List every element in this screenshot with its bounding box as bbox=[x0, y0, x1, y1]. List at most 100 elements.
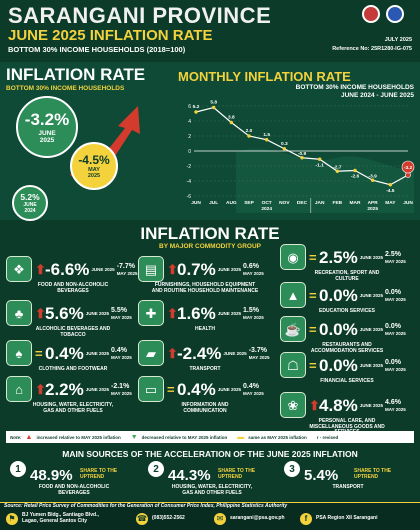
commodity-row: ◉ = 2.5% JUNE 2025 2.5% MAY 2025 bbox=[280, 244, 414, 270]
equal-icon: = bbox=[309, 287, 317, 303]
shirt-icon: ♠ bbox=[6, 340, 32, 366]
june-label: JUNE 2025 bbox=[359, 362, 384, 368]
june-label: JUNE 2025 bbox=[359, 254, 384, 260]
may-block: 0.0% MAY 2025 bbox=[383, 289, 406, 302]
equal-icon: = bbox=[309, 249, 317, 265]
data-label: -2.6 bbox=[351, 174, 360, 180]
month-tag: JUNE 2025 bbox=[84, 351, 109, 356]
data-point bbox=[211, 105, 216, 110]
commodity-cell: ♠ = 0.4% JUNE 2025 0.4% MAY 2025 CLOTHING AND … bbox=[6, 340, 140, 380]
data-point bbox=[229, 120, 234, 125]
up-arrow-icon: ⬆ bbox=[167, 261, 178, 277]
may-value: 0.0% bbox=[385, 288, 401, 296]
rank-badge: 2 bbox=[148, 461, 164, 477]
data-label: -4.5 bbox=[386, 188, 395, 194]
source-item: 3 5.4% SHARE TO THE UPTREND TRANSPORT bbox=[284, 461, 414, 501]
commodity-row: ❖ ⬆ -6.6% JUNE 2025 -7.7% MAY 2025 bbox=[6, 256, 140, 282]
june-label: JUNE 2025 bbox=[223, 350, 247, 356]
data-point bbox=[194, 110, 198, 114]
share-label-line2: UPTREND bbox=[354, 474, 379, 480]
may-label: MAY 2025 bbox=[116, 270, 138, 276]
data-label: -0.9 bbox=[298, 151, 307, 157]
may-block: 0.0% MAY 2025 bbox=[383, 323, 406, 336]
commodity-name-line: HEALTH bbox=[195, 326, 215, 332]
share-label-line1: SHARE TO THE bbox=[354, 468, 392, 474]
legend-down-arrow-icon: ▼ bbox=[130, 433, 138, 441]
commodity-cell: ☕ = 0.0% JUNE 2025 0.0% MAY 2025 RESTAURANTS A… bbox=[280, 316, 414, 356]
june-2024-value: 5.2% bbox=[20, 192, 40, 202]
commodity-row: ▲ = 0.0% JUNE 2025 0.0% MAY 2025 bbox=[280, 282, 414, 308]
june-2024-year: 2024 bbox=[24, 208, 36, 214]
report-subtitle: BOTTOM 30% INCOME HOUSEHOLDS (2018=100) bbox=[8, 45, 186, 54]
x-tick-label: OCT bbox=[262, 200, 272, 206]
commodity-name: TRANSPORT bbox=[138, 366, 272, 373]
june-value: 0.7% bbox=[177, 259, 216, 279]
june-label: JUNE 2025 bbox=[217, 386, 242, 392]
x-tick-label: NOV bbox=[279, 200, 290, 206]
commodity-name: HOUSING, WATER, ELECTRICITY, GAS AND OTHE… bbox=[6, 402, 140, 414]
footer-facebook[interactable]: PSA Region XII Sarangani bbox=[316, 515, 378, 521]
june-value: -6.6% bbox=[45, 259, 90, 279]
x-tick-label: FEB bbox=[333, 200, 343, 206]
commodity-name-line: CLOTHING AND FOOTWEAR bbox=[38, 366, 108, 372]
may-value: -2.1% bbox=[111, 382, 130, 390]
share-label-line2: UPTREND bbox=[80, 474, 105, 480]
legend-decreased: decreased relative to MAY 2025 inflation bbox=[141, 434, 228, 440]
legend-increased: increased relative to MAY 2025 inflation bbox=[36, 434, 121, 440]
facebook-icon: f bbox=[300, 513, 312, 525]
up-arrow-icon: ⬆ bbox=[35, 381, 46, 397]
footer: Source: Retail Price Survey of Commoditi… bbox=[0, 502, 420, 530]
data-point bbox=[388, 183, 393, 187]
commodity-name-line: RECREATION, SPORT AND bbox=[314, 270, 380, 276]
data-label: -1.1 bbox=[316, 162, 325, 168]
commodity-cell: ⌂ ⬆ 2.2% JUNE 2025 -2.1% MAY 2025 HOUSING, WAT… bbox=[6, 376, 140, 416]
commodity-row: ✚ ⬆ 1.6% JUNE 2025 1.5% MAY 2025 bbox=[138, 300, 272, 326]
may-label: MAY 2025 bbox=[385, 258, 406, 264]
data-point bbox=[370, 178, 375, 182]
commodity-name: FURNISHINGS, HOUSEHOLD EQUIPMENT AND ROUT… bbox=[138, 282, 272, 294]
may-block: 4.6% MAY 2025 bbox=[383, 399, 406, 412]
headline-subtitle: BOTTOM 30% INCOME HOUSEHOLDS bbox=[6, 85, 125, 92]
footer-phone: (083)552-2562 bbox=[152, 515, 185, 521]
header bbox=[0, 0, 420, 62]
up-arrow-icon: ⬆ bbox=[309, 397, 320, 413]
x-tick-label: JAN bbox=[315, 200, 325, 206]
restaurant-icon: ☕ bbox=[280, 316, 306, 342]
may-block: 0.4% MAY 2025 bbox=[241, 383, 264, 396]
data-label: 5.2 bbox=[193, 104, 200, 110]
commodity-cell: ◉ = 2.5% JUNE 2025 2.5% MAY 2025 RECREATION, S… bbox=[280, 244, 414, 284]
may-block: -2.1% MAY 2025 bbox=[109, 383, 132, 396]
data-point bbox=[335, 169, 340, 173]
source-name-line: GAS AND OTHER FUELS bbox=[182, 489, 242, 496]
commodity-row: ☖ = 0.0% JUNE 2025 0.0% MAY 2025 bbox=[280, 352, 414, 378]
phone-icon: ☎ bbox=[136, 513, 148, 525]
may-2025-value: -4.5% bbox=[78, 153, 110, 167]
commodity-title: INFLATION RATE bbox=[140, 224, 280, 243]
may-value: 0.0% bbox=[385, 322, 401, 330]
y-tick-label: -6 bbox=[187, 194, 192, 200]
may-label: MAY 2025 bbox=[243, 314, 264, 320]
commodity-name: ALCOHOLIC BEVERAGES AND TOBACCO bbox=[6, 326, 140, 338]
commodity-name-line: BEVERAGES bbox=[57, 287, 89, 294]
june-2025-month: JUNE bbox=[38, 130, 56, 137]
graduation-cap-icon: ▲ bbox=[280, 282, 306, 308]
june-label: JUNE 2025 bbox=[217, 310, 242, 316]
up-arrow-icon: ⬆ bbox=[167, 305, 178, 321]
data-point bbox=[317, 157, 322, 161]
equal-icon: = bbox=[309, 321, 317, 337]
footer-email[interactable]: sarangani@psa.gov.ph bbox=[230, 515, 285, 521]
june-label: JUNE 2025 bbox=[85, 350, 110, 356]
month-tag: JUNE 2025 bbox=[358, 255, 383, 260]
x-tick-label: MAY bbox=[385, 200, 396, 206]
commodity-row: ▰ ⬆ -2.4% JUNE 2025 -3.7% MAY 2025 bbox=[138, 340, 272, 366]
source-item: 2 44.3% SHARE TO THE UPTREND HOUSING, WATER,… bbox=[148, 461, 278, 501]
june-value: 0.0% bbox=[319, 355, 358, 375]
month-tag: JUNE 2025 bbox=[358, 293, 383, 298]
may-label: MAY 2025 bbox=[385, 366, 406, 372]
monthly-subtitle: BOTTOM 30% INCOME HOUSEHOLDS bbox=[295, 84, 414, 91]
may-block: 0.6% MAY 2025 bbox=[241, 263, 264, 276]
may-block: 0.0% MAY 2025 bbox=[383, 359, 406, 372]
commodity-row: ⌂ ⬆ 2.2% JUNE 2025 -2.1% MAY 2025 bbox=[6, 376, 140, 402]
house-icon: ⌂ bbox=[6, 376, 32, 402]
source-name: HOUSING, WATER, ELECTRICITY, GAS AND OTHE… bbox=[162, 484, 262, 496]
